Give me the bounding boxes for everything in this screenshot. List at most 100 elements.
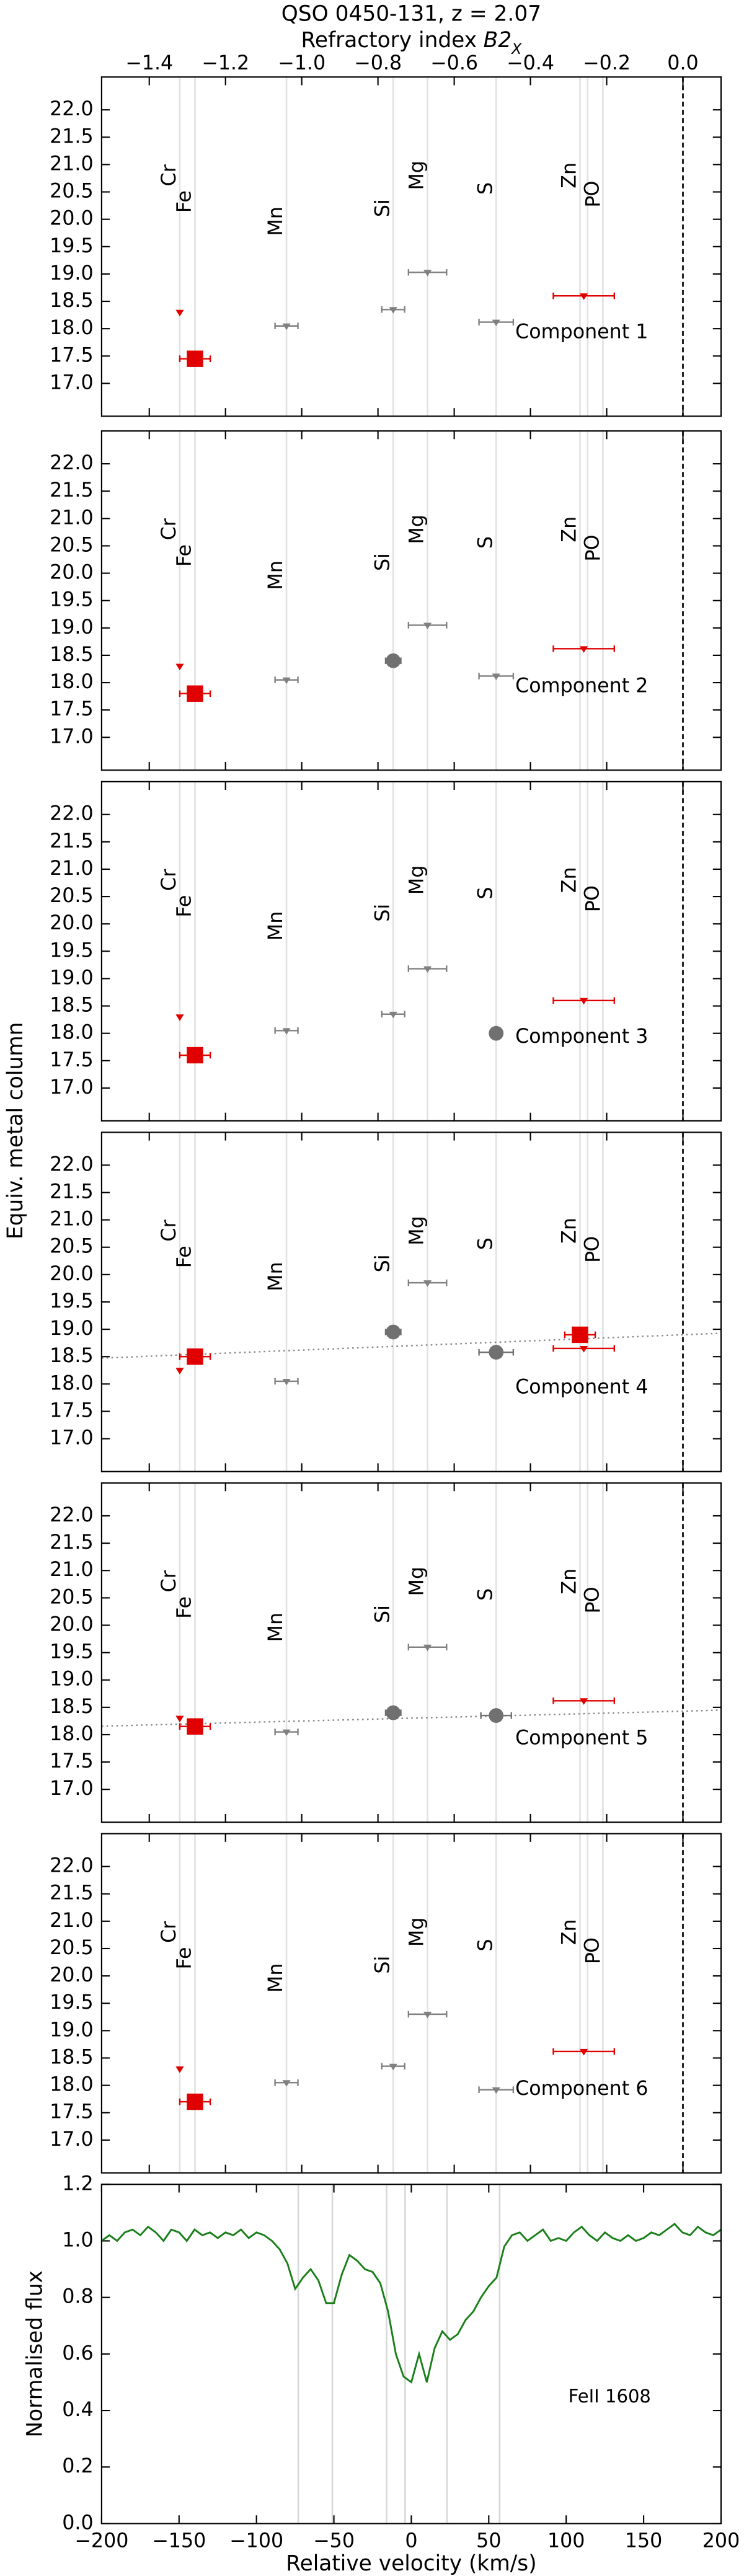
circle-marker [386,1324,401,1340]
y-tick-label: 17.0 [50,725,94,748]
y-tick-label: 17.0 [50,371,94,394]
circle-marker [489,1025,504,1041]
element-label: O [582,534,604,550]
y-tick-label: 20.0 [50,208,94,230]
y-tick-label: 0.4 [62,2399,93,2421]
square-marker [187,1047,203,1064]
square-marker [187,1718,203,1735]
y-tick-label: 17.0 [50,1777,94,1800]
y-tick-label: 18.5 [50,1696,94,1718]
element-label: Mn [265,560,287,590]
y-tick-label: 21.0 [50,1910,94,1932]
limit-marker [175,663,184,671]
element-label: S [474,536,497,549]
x-tick-label: −50 [313,2530,355,2552]
y-tick-label: 17.5 [50,1049,94,1071]
element-label: Si [371,553,394,571]
element-label: Cr [158,869,180,891]
limit-marker [175,1014,184,1021]
element-label: S [474,887,497,899]
y-axis-label: Equiv. metal column [3,1022,28,1239]
top-tick-label: 0.0 [667,52,698,74]
component-label: Component 2 [515,675,648,697]
top-tick-label: −0.6 [430,52,478,74]
y-tick-label: 20.5 [50,180,94,203]
y-tick-label: 18.5 [50,290,94,312]
x-tick-label: −150 [152,2530,206,2552]
panel-frame [100,2184,722,2525]
y-tick-label: 21.5 [50,125,94,148]
x-tick-label: 0 [405,2530,417,2552]
axis-label-text: Refractory index [301,28,477,53]
y-tick-label: 18.5 [50,2046,94,2068]
panel-frame [100,76,722,417]
axis-label-subscript: X [510,40,522,58]
top-tick-label: −1.4 [125,52,173,74]
x-tick-label: −100 [229,2530,283,2552]
y-tick-label: 21.5 [50,1882,94,1905]
panel-frame [100,1833,722,2174]
y-tick-label: 18.0 [50,671,94,693]
y-tick-label: 1.0 [62,2229,93,2251]
limit-marker [389,2063,397,2071]
element-label: Si [371,1605,394,1623]
y-tick-label: 22.0 [50,1153,94,1175]
limit-marker [423,1644,432,1652]
circle-marker [489,1708,504,1723]
element-label: P [582,900,604,912]
x-tick-label: 200 [702,2530,740,2552]
y-tick-label: 21.0 [50,1559,94,1581]
limit-marker [282,323,291,330]
limit-marker [492,673,500,681]
element-label: Fe [174,1246,196,1268]
element-label: Mg [406,161,428,190]
limit-marker [492,2087,500,2094]
square-marker [187,685,203,702]
element-label: Si [371,199,394,217]
element-label: Mn [265,206,287,236]
y-tick-label: 20.5 [50,1236,94,1258]
x-tick-label: 100 [547,2530,585,2552]
y-tick-label: 21.5 [50,1531,94,1554]
y-tick-label: 21.5 [50,479,94,502]
limit-marker [492,319,500,327]
element-label: Si [371,904,394,922]
y-tick-label: 0.8 [62,2286,93,2308]
y-tick-label: 19.0 [50,967,94,989]
limit-marker [389,1011,397,1019]
limit-marker [423,1280,432,1287]
limit-marker [580,1698,588,1705]
y-tick-label: 0.6 [62,2342,93,2365]
y-tick-label: 22.0 [50,1504,94,1526]
y-tick-label: 19.5 [50,1641,94,1663]
limit-marker [580,1346,588,1353]
limit-marker [580,998,588,1005]
top-tick-label: −0.4 [507,52,554,74]
y-tick-label: 19.5 [50,589,94,611]
element-label: Zn [559,162,581,188]
element-label: Mn [265,1262,287,1291]
element-label: P [582,1952,604,1964]
flux-line [101,2223,722,2384]
element-label: Mg [406,1567,428,1596]
y-tick-label: 22.0 [50,1855,94,1877]
y-tick-label: 17.0 [50,2128,94,2151]
y-tick-label: 18.5 [50,994,94,1017]
element-label: Zn [559,1569,581,1595]
panel-frame [100,1482,722,1823]
element-label: Cr [158,1219,180,1241]
y-tick-label: 18.0 [50,1022,94,1044]
x-tick-label: −200 [74,2530,128,2552]
panel-frame [100,430,722,771]
circle-marker [386,653,401,668]
top-tick-label: −0.2 [583,52,631,74]
limit-marker [175,2066,184,2073]
y-tick-label: 18.0 [50,2074,94,2096]
element-label: Mg [406,515,428,544]
top-tick-label: −0.8 [354,52,402,74]
element-label: Si [371,1956,394,1974]
square-marker [187,2093,203,2110]
y-tick-label: 22.0 [50,803,94,825]
y-tick-label: 20.5 [50,1586,94,1608]
limit-marker [282,2080,291,2087]
